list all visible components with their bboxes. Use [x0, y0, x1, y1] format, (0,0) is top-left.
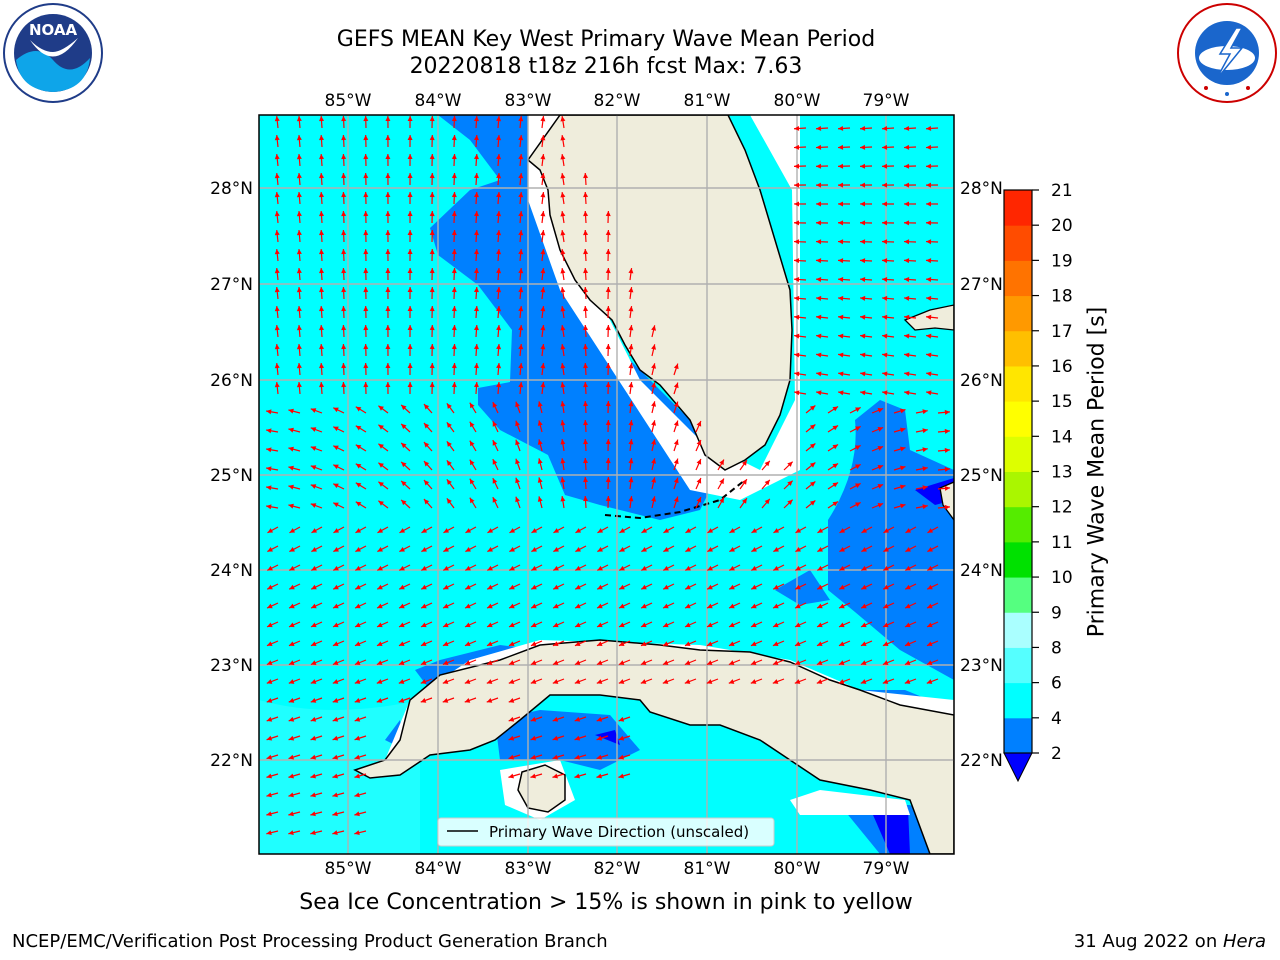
- colorbar-tick-label: 18: [1051, 287, 1073, 307]
- colorbar-segment: [1004, 647, 1032, 684]
- svg-text:NOAA: NOAA: [29, 21, 78, 39]
- nws-logo: [1177, 3, 1277, 103]
- low-period-zone-cuba-south: [495, 710, 640, 770]
- legend-label: Primary Wave Direction (unscaled): [489, 823, 749, 841]
- colorbar-tick-label: 16: [1051, 357, 1073, 377]
- colorbar-segment: [1004, 225, 1032, 261]
- colorbar-segment: [1004, 436, 1032, 472]
- colorbar-tick-label: 2: [1051, 744, 1062, 764]
- lat-tick-label-right: 28°N: [960, 179, 1003, 199]
- lon-tick-label-top: 80°W: [774, 91, 821, 111]
- lon-tick-label-bottom: 85°W: [325, 859, 372, 879]
- colorbar-segment: [1004, 401, 1032, 437]
- colorbar-tick-label: 11: [1051, 533, 1073, 553]
- colorbar-tick-label: 9: [1051, 603, 1062, 623]
- lat-tick-label-right: 23°N: [960, 656, 1003, 676]
- colorbar-tick-label: 10: [1051, 568, 1073, 588]
- sea-ice-note: Sea Ice Concentration > 15% is shown in …: [299, 890, 913, 915]
- lat-tick-label-left: 23°N: [210, 656, 253, 676]
- colorbar-segment: [1004, 506, 1032, 543]
- colorbar-tick-label: 20: [1051, 216, 1073, 236]
- colorbar-segment: [1004, 612, 1032, 648]
- lat-tick-label-right: 27°N: [960, 275, 1003, 295]
- cuba-land: [353, 639, 954, 854]
- lon-tick-label-bottom: 82°W: [594, 859, 641, 879]
- colorbar-segment: [1004, 471, 1032, 508]
- lon-tick-label-top: 79°W: [863, 91, 910, 111]
- lat-tick-label-left: 22°N: [210, 751, 253, 771]
- colorbar-tick-label: 14: [1051, 427, 1073, 447]
- colorbar-tick-label: 17: [1051, 322, 1073, 342]
- colorbar-segment: [1004, 541, 1032, 578]
- lat-tick-label-right: 24°N: [960, 561, 1003, 581]
- lon-tick-label-top: 85°W: [325, 91, 372, 111]
- colorbar-under-extension: [1003, 752, 1033, 783]
- colorbar-segment: [1004, 260, 1032, 297]
- colorbar-segment: [1004, 330, 1032, 367]
- colorbar-tick-label: 19: [1051, 251, 1073, 271]
- footer-credit: NCEP/EMC/Verification Post Processing Pr…: [12, 931, 608, 952]
- colorbar-segment: [1004, 190, 1032, 226]
- lon-tick-label-bottom: 79°W: [863, 859, 910, 879]
- lon-tick-label-top: 84°W: [415, 91, 462, 111]
- page-subtitle: 20220818 t18z 216h fcst Max: 7.63: [409, 54, 803, 79]
- page-title: GEFS MEAN Key West Primary Wave Mean Per…: [336, 27, 876, 52]
- low-period-zone-bahamas: [828, 400, 954, 680]
- colorbar-tick-label: 6: [1051, 674, 1062, 694]
- colorbar: [1003, 189, 1033, 783]
- colorbar-tick-label: 13: [1051, 463, 1073, 483]
- lon-tick-label-bottom: 84°W: [415, 859, 462, 879]
- lon-tick-label-top: 83°W: [505, 91, 552, 111]
- lon-tick-label-bottom: 80°W: [774, 859, 821, 879]
- gridlines: [259, 115, 954, 854]
- noaa-logo: NOAA: [3, 3, 103, 103]
- colorbar-segment: [1004, 365, 1032, 402]
- colorbar-tick-label: 15: [1051, 392, 1073, 412]
- lat-tick-label-left: 26°N: [210, 371, 253, 391]
- lon-tick-label-bottom: 81°W: [684, 859, 731, 879]
- colorbar-tick-label: 12: [1051, 498, 1073, 518]
- colorbar-segment: [1004, 577, 1032, 613]
- lon-tick-label-top: 82°W: [594, 91, 641, 111]
- lon-tick-label-bottom: 83°W: [505, 859, 552, 879]
- lat-tick-label-right: 22°N: [960, 751, 1003, 771]
- footer-date: 31 Aug 2022 on Hera: [1073, 931, 1266, 952]
- colorbar-segment: [1004, 682, 1032, 719]
- colorbar-segment: [1004, 717, 1032, 754]
- lat-tick-label-left: 25°N: [210, 466, 253, 486]
- florida-land: [526, 115, 793, 471]
- colorbar-tick-label: 21: [1051, 181, 1073, 201]
- lat-tick-label-left: 24°N: [210, 561, 253, 581]
- colorbar-tick-label: 4: [1051, 709, 1062, 729]
- lat-tick-label-left: 28°N: [210, 179, 253, 199]
- lat-tick-label-right: 25°N: [960, 466, 1003, 486]
- map-legend: Primary Wave Direction (unscaled): [437, 817, 775, 847]
- colorbar-label: Primary Wave Mean Period [s]: [1084, 306, 1110, 638]
- lat-tick-label-right: 26°N: [960, 371, 1003, 391]
- colorbar-segment: [1004, 295, 1032, 332]
- wave-direction-arrows: [266, 115, 951, 836]
- lat-tick-label-left: 27°N: [210, 275, 253, 295]
- colorbar-tick-label: 8: [1051, 638, 1062, 658]
- map-frame: [258, 114, 955, 855]
- lon-tick-label-top: 81°W: [684, 91, 731, 111]
